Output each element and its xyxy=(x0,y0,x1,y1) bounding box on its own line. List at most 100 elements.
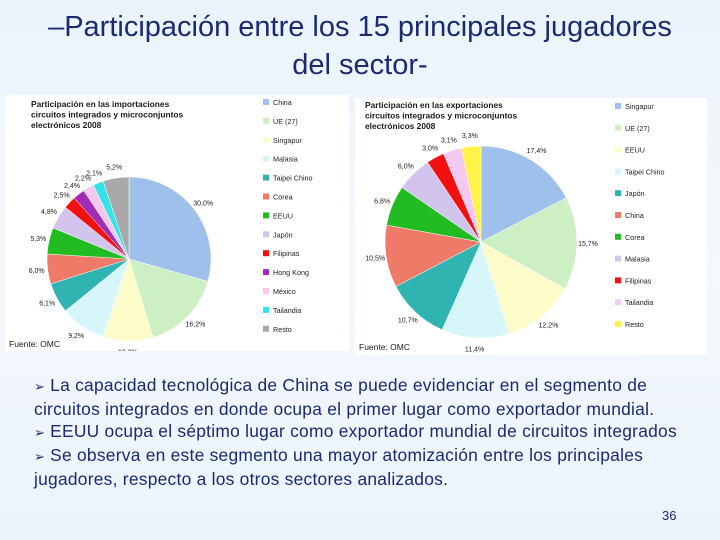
legend-label: Corea xyxy=(625,233,645,242)
legend-label: EEUU xyxy=(273,211,293,220)
legend-swatch xyxy=(263,136,269,143)
exports-chart-panel: Participación en las exportaciones circui… xyxy=(355,98,707,355)
legend-label: Singapur xyxy=(273,136,302,145)
pie-slice xyxy=(128,176,212,282)
chart-source: Fuente: OMC xyxy=(9,339,60,349)
legend-swatch xyxy=(263,250,269,257)
bullet-text: EEUU ocupa el séptimo lugar como exporta… xyxy=(50,421,677,441)
chart-title-line: electrónicos 2008 xyxy=(31,120,102,130)
slice-label: 30,0% xyxy=(193,201,213,208)
slice-label: 6,1% xyxy=(39,301,55,308)
slice-label: 10,7% xyxy=(398,318,418,325)
pie-slice xyxy=(480,241,566,335)
exports-pie-chart: Participación en las exportacionescircui… xyxy=(359,100,665,353)
legend-swatch xyxy=(615,255,621,262)
legend-label: UE (27) xyxy=(625,124,650,133)
legend-swatch xyxy=(615,321,621,327)
legend-swatch xyxy=(615,168,621,175)
pie-slice xyxy=(480,197,578,289)
chart-source: Fuente: OMC xyxy=(359,342,410,352)
slice-label: 3,3% xyxy=(462,133,478,140)
legend-swatch xyxy=(615,124,621,131)
legend-label: Resto xyxy=(625,320,644,329)
legend-label: Hong Kong xyxy=(273,268,309,277)
legend-swatch xyxy=(263,174,269,181)
bullet-item: ➢ EEUU ocupa el séptimo lugar como export… xyxy=(34,420,698,444)
legend-label: Malasia xyxy=(625,255,650,264)
pie-slice xyxy=(441,241,510,339)
legend-swatch xyxy=(263,269,269,276)
slice-label: 6,0% xyxy=(398,163,414,170)
legend-swatch xyxy=(263,155,269,162)
chart-title-line: Participación en las exportaciones xyxy=(365,100,503,110)
slice-label: 10,0% xyxy=(118,350,138,352)
legend-label: Corea xyxy=(273,193,293,202)
imports-pie-chart: Participación en las importacionescircui… xyxy=(9,98,313,357)
slice-label: 6,0% xyxy=(29,268,45,275)
legend-label: Japón xyxy=(625,189,645,198)
legend-label: China xyxy=(273,98,292,107)
legend-swatch xyxy=(263,99,269,105)
chart-title-line: circuitos integrados y microconjuntos xyxy=(31,110,184,120)
legend-swatch xyxy=(263,117,269,124)
bullet-list: ➢ La capacidad tecnológica de China se pu… xyxy=(34,374,698,490)
arrow-bullet-icon: ➢ xyxy=(34,449,46,464)
legend-swatch xyxy=(263,306,269,313)
legend-swatch xyxy=(263,193,269,200)
slice-label: 12,2% xyxy=(538,323,558,330)
slide-title: –Participación entre los 15 principales … xyxy=(48,11,672,81)
slice-label: 5,2% xyxy=(106,165,122,172)
slice-label: 10,5% xyxy=(365,256,385,263)
legend-swatch xyxy=(615,233,621,240)
legend-label: China xyxy=(625,211,644,220)
bullet-item: ➢ Se observa en este segmento una mayor a… xyxy=(34,444,698,490)
arrow-bullet-icon: ➢ xyxy=(34,379,46,394)
chart-title-line: electrónicos 2008 xyxy=(365,121,436,131)
slice-label: 4,8% xyxy=(41,209,57,216)
chart-title-line: circuitos integrados y microconjuntos xyxy=(365,111,518,121)
legend-swatch xyxy=(615,146,621,153)
legend-label: Filipinas xyxy=(625,276,652,285)
arrow-bullet-icon: ➢ xyxy=(34,425,46,440)
legend-label: Filipinas xyxy=(273,249,300,258)
imports-chart-panel: Participación en las importaciones circui… xyxy=(5,95,349,357)
page-number: 36 xyxy=(662,508,677,523)
legend-label: Malasia xyxy=(273,155,298,164)
bullet-item: ➢ La capacidad tecnológica de China se pu… xyxy=(34,374,698,420)
legend-label: UE (27) xyxy=(273,117,298,126)
slice-label: 2,5% xyxy=(54,192,70,199)
legend-label: Resto xyxy=(273,325,292,334)
slice-label: 3,1% xyxy=(441,137,457,144)
legend-label: Tailandia xyxy=(273,306,301,315)
legend-swatch xyxy=(615,190,621,197)
legend-swatch xyxy=(263,212,269,219)
slice-label: 6,8% xyxy=(374,199,390,206)
legend-label: Singapur xyxy=(625,102,654,111)
bullet-text: La capacidad tecnológica de China se pue… xyxy=(34,375,655,419)
legend-swatch xyxy=(263,288,269,294)
legend-swatch xyxy=(615,299,621,306)
legend-swatch xyxy=(615,277,621,284)
pie-slice xyxy=(102,176,130,260)
slice-label: 17,4% xyxy=(527,148,547,155)
pie-slice xyxy=(460,145,482,243)
slice-label: 9,2% xyxy=(68,333,84,340)
legend-label: Taipei Chino xyxy=(625,167,665,176)
legend-swatch xyxy=(263,231,269,238)
slice-label: 2,2% xyxy=(75,176,91,183)
legend-label: EEUU xyxy=(625,146,645,155)
legend-label: México xyxy=(273,287,296,296)
legend-label: Taipei Chino xyxy=(273,174,313,183)
slice-label: 5,3% xyxy=(30,236,46,243)
legend-swatch xyxy=(263,325,269,332)
chart-title-line: Participación en las importaciones xyxy=(31,99,170,109)
slice-label: 2,4% xyxy=(64,183,80,190)
legend-label: Japón xyxy=(273,230,293,239)
slice-label: 16,2% xyxy=(185,322,205,329)
slice-label: 3,0% xyxy=(422,145,438,152)
slice-label: 2,1% xyxy=(86,170,102,177)
pie-slice xyxy=(128,258,209,338)
legend-swatch xyxy=(615,103,621,109)
slice-label: 11,4% xyxy=(465,346,484,353)
slice-label: 15,7% xyxy=(578,241,598,248)
